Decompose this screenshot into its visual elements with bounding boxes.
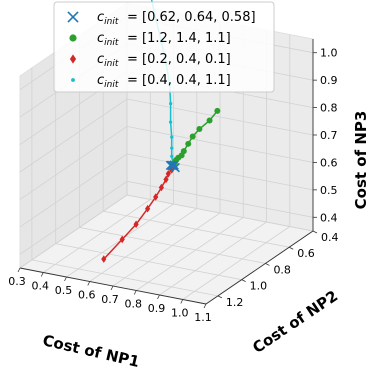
- y-tick-mark: [289, 246, 294, 250]
- legend-marker-x: [67, 11, 79, 23]
- z-tick-label: 0.9: [320, 74, 338, 87]
- data-point: [170, 146, 174, 150]
- data-point: [189, 133, 196, 140]
- data-point: [163, 175, 169, 184]
- data-point: [165, 160, 176, 171]
- x-tick-label: 0.3: [8, 275, 26, 288]
- x-tick-mark: [64, 276, 67, 282]
- data-point: [214, 107, 221, 114]
- data-point: [158, 183, 164, 192]
- grid-line-y: [55, 51, 242, 281]
- series-layer: [101, 0, 221, 263]
- data-point: [133, 220, 139, 229]
- legend-marker-diamond: [69, 54, 77, 64]
- x-stroke: [165, 160, 176, 171]
- y-tick-label: 1.0: [250, 280, 268, 293]
- data-point: [169, 160, 179, 170]
- data-point: [119, 235, 125, 244]
- x-tick-label: 0.9: [148, 302, 166, 315]
- y-tick-label: 0.4: [321, 231, 339, 244]
- legend-entry-3: cinit = [0.2, 0.4, 0.1]: [69, 52, 231, 69]
- legend-marker: [69, 54, 77, 64]
- legend-entry-2: cinit = [1.2, 1.4, 1.1]: [69, 31, 231, 48]
- data-point: [185, 140, 192, 147]
- x-tick-label: 1.0: [171, 307, 189, 320]
- x-tick-label: 0.8: [125, 298, 143, 311]
- legend-c-init-symbol: cinit: [97, 52, 119, 69]
- x-tick-label: 0.5: [55, 284, 73, 297]
- legend-marker: [71, 78, 75, 82]
- legend-marker-dot: [71, 78, 75, 82]
- y-tick-label: 0.6: [297, 247, 315, 260]
- data-point: [165, 170, 171, 178]
- legend-box: [53, 1, 275, 93]
- grid-line-z: [19, 98, 314, 173]
- data-point: [168, 120, 173, 124]
- y-axis-line: [205, 230, 314, 305]
- grid-line-z: [19, 153, 314, 228]
- data-point: [101, 255, 107, 263]
- y-tick-mark: [241, 279, 246, 283]
- x-tick-mark: [157, 294, 160, 300]
- grid-line-z: [19, 180, 314, 255]
- legend-c-init-symbol: cinit: [97, 10, 119, 27]
- grid-line-z: [19, 125, 314, 200]
- z-tick-label: 1.0: [320, 47, 338, 60]
- legend-entry-4: cinit = [0.4, 0.4, 1.1]: [71, 73, 231, 90]
- legend-marker: [69, 34, 77, 42]
- grid-line-y: [31, 67, 218, 297]
- series-1: [165, 160, 180, 173]
- data-point: [196, 126, 203, 133]
- z-axis-title: Cost of NP3: [352, 111, 369, 210]
- legend-c-init-symbol: cinit: [97, 73, 119, 90]
- z-tick-label: 0.5: [320, 184, 338, 197]
- y-tick-label: 0.8: [273, 263, 291, 276]
- data-point: [153, 193, 159, 201]
- series-3: [101, 166, 175, 263]
- x-tick-mark: [110, 285, 114, 291]
- legend-label-1: = [0.62, 0.64, 0.58]: [127, 10, 256, 25]
- legend-entry-1: cinit = [0.62, 0.64, 0.58]: [67, 10, 256, 27]
- z-tick-label: 0.8: [320, 102, 338, 115]
- legend-marker-circle: [69, 34, 77, 42]
- z-tick-label: 0.6: [320, 156, 338, 169]
- x-tick-label: 0.4: [32, 280, 50, 293]
- x-tick-mark: [40, 272, 44, 277]
- z-tick-label: 0.7: [320, 129, 338, 142]
- x-tick-label: 1.1: [194, 311, 212, 324]
- data-point: [145, 204, 151, 213]
- x-tick-label: 0.7: [101, 293, 119, 306]
- x-tick-mark: [180, 299, 184, 304]
- legend-label-2: = [1.2, 1.4, 1.1]: [127, 31, 231, 46]
- x-tick-mark: [87, 281, 91, 286]
- data-point: [170, 162, 180, 173]
- x-stroke: [169, 160, 179, 170]
- legend-label-4: = [0.4, 0.4, 1.1]: [127, 73, 231, 88]
- y-tick-mark: [265, 263, 270, 266]
- y-axis-title: Cost of NP2: [249, 287, 341, 357]
- x-tick-mark: [203, 303, 207, 309]
- x-tick-mark: [133, 290, 137, 295]
- x-tick-mark: [17, 267, 21, 273]
- grid-line-y: [79, 35, 266, 264]
- y-tick-mark: [217, 295, 223, 299]
- legend-label-3: = [0.2, 0.4, 0.1]: [127, 52, 231, 67]
- x-tick-label: 0.6: [78, 289, 96, 302]
- y-tick-mark: [312, 230, 318, 234]
- data-point: [206, 117, 213, 124]
- legend: cinit = [0.62, 0.64, 0.58] cinit = [1.2,…: [53, 1, 275, 93]
- x-axis-title: Cost of NP1: [41, 331, 141, 371]
- tick-labels: 0.3 0.4 0.5 0.6 0.7 0.8 0.9 1.0 1.1 0.4 0.6 0.8 1.0 1…: [8, 47, 338, 324]
- data-point: [169, 101, 173, 106]
- data-point: [170, 135, 174, 139]
- z-tick-label: 0.4: [320, 211, 338, 224]
- x-stroke: [170, 162, 180, 173]
- x-stroke: [67, 11, 79, 23]
- data-point: [170, 154, 174, 158]
- legend-marker: [67, 11, 79, 23]
- legend-c-init-symbol: cinit: [97, 31, 119, 48]
- y-tick-label: 1.2: [226, 296, 244, 309]
